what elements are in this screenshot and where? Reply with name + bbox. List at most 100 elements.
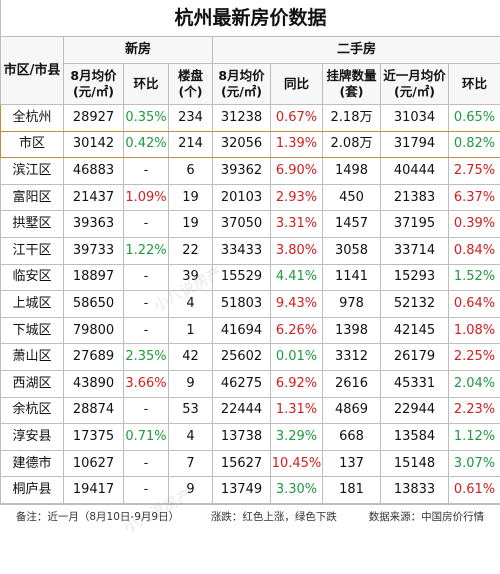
region-cell: 江干区 [0,236,64,265]
table-row: 全杭州 28927 0.35% 234 31238 0.67% 2.18万 31034 0.65… [0,104,500,132]
new-price-cell: 43890 [63,369,124,398]
listings-cell: 2.08万 [322,130,381,159]
region-cell: 全杭州 [0,104,64,132]
projects-cell: 214 [168,130,213,159]
sh-yoy-cell: 1.39% [270,130,323,159]
sh-price-cell: 15529 [212,263,271,292]
footer-legend: 涨跌：红色上涨，绿色下跌 [210,511,337,524]
sh-mom-cell: 2.25% [447,343,500,371]
new-mom-cell: - [123,316,169,345]
sh-yoy-cell: 3.31% [270,210,323,238]
header-new-avg-price: 8月均价(元/㎡) [63,63,124,105]
table-row: 滨江区 46883-6 39362 6.90% 1498 40444 2.75% [0,157,500,185]
sh-mom-cell: 0.61% [447,476,500,504]
projects-cell: 6 [168,157,213,185]
new-mom-cell: 3.66% [123,369,169,398]
listings-cell: 1498 [322,157,381,185]
header-sh-listings: 挂牌数量(套) [322,63,381,105]
new-mom-cell: 0.42% [123,130,169,159]
recent-avg-cell: 15148 [380,449,449,478]
sh-price-cell: 46275 [212,369,271,398]
new-mom-cell: - [123,396,169,425]
new-mom-cell: - [123,263,169,292]
new-price-cell: 39363 [63,210,124,238]
table-row: 桐庐县 19417-9 13749 3.30% 181 13833 0.61% [0,476,500,504]
recent-avg-cell: 26179 [380,343,449,371]
listings-cell: 668 [322,423,381,451]
new-mom-cell: 2.35% [123,343,169,371]
projects-cell: 7 [168,449,213,478]
recent-avg-cell: 21383 [380,183,449,212]
new-mom-cell: - [123,157,169,185]
projects-cell: 1 [168,316,213,345]
listings-cell: 2616 [322,369,381,398]
table-row: 临安区 18897-39 15529 4.41% 1141 15293 1.52% [0,263,500,292]
new-price-cell: 79800 [63,316,124,345]
projects-cell: 9 [168,476,213,504]
header-new-mom: 环比 [123,63,169,105]
sh-mom-cell: 0.84% [447,236,500,265]
recent-avg-cell: 52132 [380,290,449,318]
price-table: 杭州最新房价数据 市区/市县 新房 二手房 8月均价(元/㎡) 环比 楼盘(个)… [0,0,500,504]
new-price-cell: 27689 [63,343,124,371]
new-price-cell: 30142 [63,130,124,159]
sh-mom-cell: 2.23% [447,396,500,425]
sh-mom-cell: 0.39% [447,210,500,238]
listings-cell: 2.18万 [322,104,381,132]
recent-avg-cell: 45331 [380,369,449,398]
recent-avg-cell: 31034 [380,104,449,132]
sh-price-cell: 31238 [212,104,271,132]
region-cell: 萧山区 [0,343,64,371]
table-row: 萧山区 27689 2.35% 42 25602 0.01% 3312 26179 2.25% [0,343,500,371]
projects-cell: 234 [168,104,213,132]
table-row: 下城区 79800-1 41694 6.26% 1398 42145 1.08% [0,316,500,345]
sh-price-cell: 33433 [212,236,271,265]
header-sh-mom: 环比 [447,63,500,105]
region-cell: 拱墅区 [0,210,64,238]
recent-avg-cell: 40444 [380,157,449,185]
sh-yoy-cell: 10.45% [270,449,323,478]
sh-mom-cell: 1.08% [447,316,500,345]
recent-avg-cell: 31794 [380,130,449,159]
new-mom-cell: - [123,476,169,504]
sh-yoy-cell: 4.41% [270,263,323,292]
listings-cell: 978 [322,290,381,318]
recent-avg-cell: 33714 [380,236,449,265]
footer-source: 数据来源：中国房价行情 [368,511,485,524]
table-row: 市区 30142 0.42% 214 32056 1.39% 2.08万 31794 0.82% [0,130,500,159]
new-price-cell: 28927 [63,104,124,132]
new-price-cell: 21437 [63,183,124,212]
footer-note: 备注：近一月（8月10日-9月9日） [15,511,180,524]
new-mom-cell: 0.35% [123,104,169,132]
sh-mom-cell: 1.12% [447,423,500,451]
new-mom-cell: - [123,290,169,318]
sh-mom-cell: 1.52% [447,263,500,292]
table-row: 上城区 58650-4 51803 9.43% 978 52132 0.64% [0,290,500,318]
sh-yoy-cell: 6.92% [270,369,323,398]
sh-yoy-cell: 3.30% [270,476,323,504]
header-sh-recent-avg: 近一月均价(元/㎡) [380,63,449,105]
region-cell: 余杭区 [0,396,64,425]
page-title: 杭州最新房价数据 [0,0,500,37]
region-cell: 市区 [0,130,64,159]
sh-price-cell: 41694 [212,316,271,345]
new-price-cell: 19417 [63,476,124,504]
table-row: 江干区 39733 1.22% 22 33433 3.80% 3058 33714 0.84% [0,236,500,265]
new-price-cell: 18897 [63,263,124,292]
sh-mom-cell: 6.37% [447,183,500,212]
region-cell: 临安区 [0,263,64,292]
sh-yoy-cell: 1.31% [270,396,323,425]
region-cell: 滨江区 [0,157,64,185]
projects-cell: 53 [168,396,213,425]
table-row: 富阳区 21437 1.09% 19 20103 2.93% 450 21383 6.37% [0,183,500,212]
sh-mom-cell: 3.07% [447,449,500,478]
sh-yoy-cell: 6.90% [270,157,323,185]
header-second-hand: 二手房 [211,36,500,64]
region-cell: 桐庐县 [0,476,64,504]
header-new-house: 新房 [63,36,213,64]
listings-cell: 450 [322,183,381,212]
new-price-cell: 39733 [63,236,124,265]
new-price-cell: 46883 [63,157,124,185]
sh-price-cell: 15627 [212,449,271,478]
new-mom-cell: 1.22% [123,236,169,265]
